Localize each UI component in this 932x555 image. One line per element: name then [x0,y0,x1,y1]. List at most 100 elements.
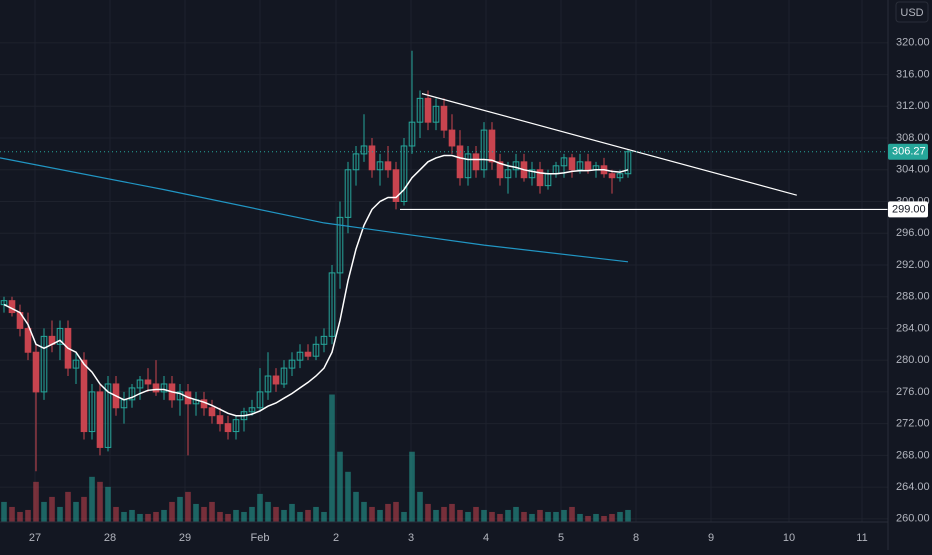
x-tick-label: 27 [29,532,41,544]
volume-bar [425,503,431,522]
currency-button[interactable] [895,1,929,23]
y-tick-label: 260.00 [896,513,930,525]
volume-bar [449,503,455,522]
volume-bar [233,509,239,522]
x-tick-label: 10 [783,532,795,544]
candle-body [256,391,264,409]
volume-bar [561,509,567,522]
y-tick-label: 308.00 [896,132,930,144]
volume-bar [457,509,463,522]
last-price-label: 306.27 [892,146,926,158]
volume-bar [601,515,607,522]
volume-bar [609,513,615,522]
candle-body [576,161,584,171]
volume-bar [329,394,335,522]
volume-bar [41,501,47,522]
candle-body [312,343,320,357]
candle-body [88,391,96,433]
volume-bar [161,509,167,522]
candle-body [40,335,48,393]
currency[interactable]: USD [900,7,923,19]
candle-body [224,423,232,433]
candle-body [176,391,184,401]
x-tick-label: 29 [179,532,191,544]
candle-body [368,145,376,171]
volume-bar [473,506,479,522]
x-tick-label: 2 [333,532,339,544]
volume-bar [529,513,535,522]
candle-body [160,383,168,393]
x-tick-label: 4 [483,532,489,544]
candle-body [208,407,216,417]
volume-bar [65,491,71,522]
volume-bar [361,501,367,522]
volume-bar [17,511,23,522]
volume-bar [193,503,199,522]
hline-label: 299.00 [892,203,926,215]
volume-bar [121,511,127,522]
volume-bar [129,509,135,522]
candle-body [264,375,272,393]
volume-bar [353,491,359,522]
candle-body [560,157,568,167]
y-tick-label: 284.00 [896,322,930,334]
volume-bar [553,511,559,522]
volume-layer [1,394,631,522]
volume-bar [257,493,263,522]
candle-body [432,105,440,123]
volume-bar [505,509,511,522]
volume-bar [481,509,487,522]
y-tick-label: 296.00 [896,227,930,239]
volume-bar [345,471,351,522]
volume-bar [513,506,519,522]
candle-body [272,375,280,385]
candle-body [408,121,416,147]
candle-body [288,359,296,369]
y-tick-label: 312.00 [896,100,930,112]
x-tick-label: 5 [558,532,564,544]
candle-body [344,169,352,218]
volume-bar [577,513,583,522]
volume-bar [289,503,295,522]
candle-body [280,367,288,385]
candle-body [296,351,304,361]
candle-body [416,97,424,123]
moving-average [0,157,629,263]
candle-body [136,379,144,389]
price-layer [0,50,888,472]
volume-bar [617,511,623,522]
y-tick-label: 320.00 [896,37,930,49]
y-tick-label: 272.00 [896,418,930,430]
volume-bar [321,511,327,522]
volume-bar [497,513,503,522]
candle-body [328,272,336,337]
volume-bar [241,511,247,522]
volume-bar [369,506,375,522]
candle-body [248,407,256,413]
volume-bar [225,513,231,522]
hline-label-box [888,201,928,218]
volume-bar [385,503,391,522]
grid [0,0,888,522]
volume-bar [273,506,279,522]
volume-bar [521,511,527,522]
volume-bar [433,509,439,522]
volume-bar [305,509,311,522]
volume-bar [81,496,87,522]
candle-body [424,97,432,123]
volume-bar [153,511,159,522]
volume-bar [417,491,423,522]
volume-bar [105,486,111,522]
volume-bar [57,506,63,522]
candle-body [72,359,80,369]
x-tick-label: 8 [633,532,639,544]
volume-bar [201,506,207,522]
volume-bar [9,506,15,522]
volume-bar [441,506,447,522]
candle-body [496,161,504,179]
volume-bar [337,451,343,522]
candle-body [152,383,160,393]
y-tick-label: 292.00 [896,259,930,271]
volume-bar [137,513,143,522]
candle-body [456,145,464,179]
